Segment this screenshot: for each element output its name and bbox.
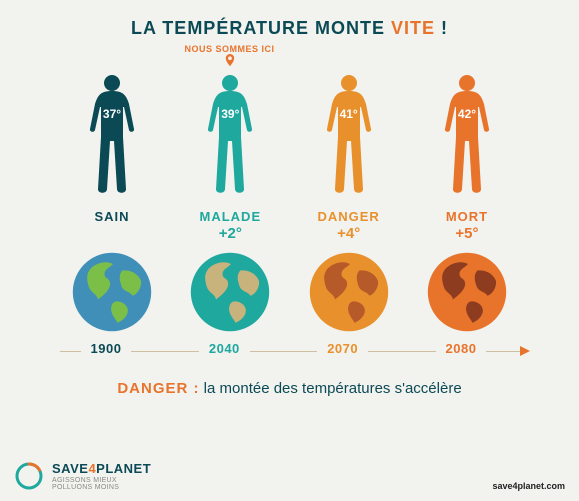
marker-row: NOUS SOMMES ICI bbox=[0, 44, 579, 72]
figure-col-3: 42° bbox=[414, 73, 519, 201]
footer-url: save4planet.com bbox=[492, 481, 565, 491]
page-title: LA TEMPÉRATURE MONTE VITE ! bbox=[0, 0, 579, 39]
brand-text: SAVE4PLANET AGISSONS MIEUX POLLUONS MOIN… bbox=[52, 461, 151, 491]
globes-row bbox=[60, 250, 520, 334]
figure-col-0: 37° bbox=[60, 73, 165, 201]
year-label-0: 1900 bbox=[54, 340, 159, 358]
brand-logo-icon bbox=[14, 461, 44, 491]
globe-col-0 bbox=[60, 250, 165, 334]
state-label: MORT bbox=[446, 209, 488, 224]
state-label: DANGER bbox=[317, 209, 379, 224]
body-temp-label: 39° bbox=[221, 107, 239, 121]
globe-icon bbox=[425, 250, 509, 334]
location-pin-icon bbox=[223, 54, 235, 68]
delta-label: +5° bbox=[455, 225, 478, 242]
globe-col-3 bbox=[414, 250, 519, 334]
brand-tagline-2: POLLUONS MOINS bbox=[52, 484, 151, 491]
year-label-3: 2080 bbox=[408, 340, 513, 358]
title-accent: VITE bbox=[391, 18, 435, 38]
human-silhouette: 41° bbox=[319, 73, 379, 201]
label-col-2: DANGER +4° bbox=[296, 209, 401, 242]
state-label: SAIN bbox=[94, 209, 129, 224]
title-text: LA TEMPÉRATURE MONTE bbox=[131, 18, 391, 38]
label-col-0: SAIN bbox=[60, 209, 165, 242]
timeline-arrow-icon bbox=[520, 346, 530, 356]
brand-name: SAVE4PLANET bbox=[52, 461, 151, 476]
human-silhouette: 37° bbox=[82, 73, 142, 201]
bottom-danger-label: DANGER : bbox=[117, 380, 199, 397]
human-silhouette: 39° bbox=[200, 73, 260, 201]
figure-col-2: 41° bbox=[296, 73, 401, 201]
globe-col-2 bbox=[296, 250, 401, 334]
marker-label: NOUS SOMMES ICI bbox=[184, 44, 274, 54]
globe-icon bbox=[188, 250, 272, 334]
human-silhouette: 42° bbox=[437, 73, 497, 201]
body-temp-label: 42° bbox=[458, 107, 476, 121]
label-col-1: MALADE +2° bbox=[178, 209, 283, 242]
state-label: MALADE bbox=[200, 209, 262, 224]
year-label-2: 2070 bbox=[290, 340, 395, 358]
body-temp-label: 37° bbox=[103, 107, 121, 121]
brand-name-post: PLANET bbox=[96, 461, 151, 476]
brand-tagline-1: AGISSONS MIEUX bbox=[52, 477, 151, 484]
delta-label: +4° bbox=[337, 225, 360, 242]
year-label-1: 2040 bbox=[172, 340, 277, 358]
title-punct: ! bbox=[435, 18, 448, 38]
figures-row: 37° 39° 41° 42° bbox=[60, 73, 520, 201]
years-row: 1900 2040 2070 2080 bbox=[54, 340, 514, 358]
globe-icon bbox=[70, 250, 154, 334]
bottom-message: DANGER : la montée des températures s'ac… bbox=[0, 380, 579, 397]
footer: SAVE4PLANET AGISSONS MIEUX POLLUONS MOIN… bbox=[14, 461, 565, 491]
delta-label: +2° bbox=[219, 225, 242, 242]
brand-name-pre: SAVE bbox=[52, 461, 88, 476]
globe-icon bbox=[307, 250, 391, 334]
globe-col-1 bbox=[178, 250, 283, 334]
brand-name-mid: 4 bbox=[88, 461, 96, 476]
body-temp-label: 41° bbox=[340, 107, 358, 121]
label-col-3: MORT +5° bbox=[414, 209, 519, 242]
brand: SAVE4PLANET AGISSONS MIEUX POLLUONS MOIN… bbox=[14, 461, 151, 491]
figure-col-1: 39° bbox=[178, 73, 283, 201]
labels-row: SAIN MALADE +2° DANGER +4° MORT +5° bbox=[60, 209, 520, 242]
timeline: 1900 2040 2070 2080 bbox=[54, 340, 526, 364]
bottom-text: la montée des températures s'accélère bbox=[200, 380, 462, 397]
